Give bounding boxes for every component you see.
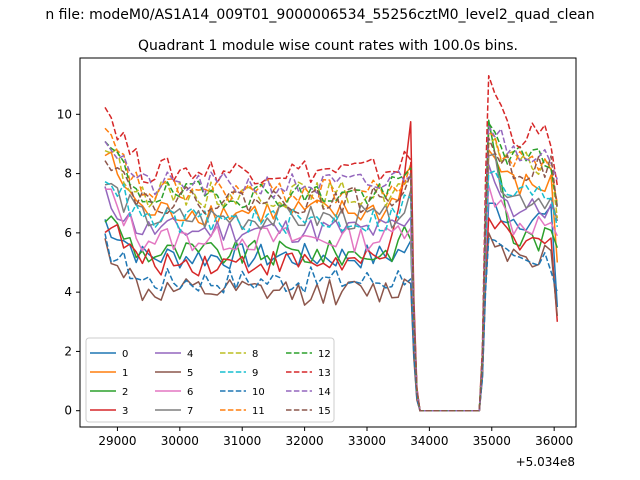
x-tick-label: 31000 — [223, 434, 261, 448]
series-line-6 — [104, 184, 558, 412]
chart-title: Quadrant 1 module wise count rates with … — [138, 38, 518, 54]
legend-label: 9 — [252, 368, 258, 379]
x-axis: 29000 30000 31000 32000 33000 34000 35000 36000 — [98, 427, 573, 448]
legend-label: 5 — [187, 368, 193, 379]
series-line-10 — [104, 233, 559, 412]
series-line-14 — [104, 125, 558, 412]
legend-label: 11 — [252, 406, 265, 417]
legend-label: 7 — [187, 406, 193, 417]
x-tick-label: 35000 — [473, 434, 511, 448]
y-tick-label: 0 — [64, 404, 72, 418]
x-offset-label: +5.034e8 — [516, 455, 575, 469]
legend-label: 14 — [318, 387, 331, 398]
y-tick-label: 2 — [64, 344, 72, 358]
legend-label: 13 — [318, 368, 331, 379]
x-tick-label: 32000 — [286, 434, 324, 448]
plot-frame — [79, 57, 577, 428]
legend-label: 8 — [252, 349, 258, 360]
legend-label: 0 — [122, 349, 128, 360]
series-line-3 — [104, 121, 559, 412]
x-tick-label: 36000 — [535, 434, 573, 448]
x-tick-label: 33000 — [348, 434, 386, 448]
figure-suptitle: n file: modeM0/AS1A14_009T01_9000006534_… — [45, 7, 594, 23]
legend-label: 15 — [318, 406, 331, 417]
series-line-13 — [104, 75, 559, 412]
x-tick-label: 34000 — [410, 434, 448, 448]
series-line-11 — [104, 127, 559, 412]
series-line-0 — [104, 202, 559, 412]
legend-label: 4 — [187, 349, 193, 360]
legend-label: 2 — [122, 387, 128, 398]
legend-label: 12 — [318, 349, 331, 360]
legend-label: 1 — [122, 368, 128, 379]
y-tick-label: 4 — [64, 285, 72, 299]
legend-frame — [85, 337, 335, 423]
series-line-15 — [104, 137, 559, 412]
series-line-9 — [104, 170, 559, 412]
legend-label: 6 — [187, 387, 193, 398]
y-tick-label: 8 — [64, 167, 72, 181]
y-tick-label: 6 — [64, 226, 72, 240]
y-tick-label: 10 — [57, 107, 72, 121]
series-group — [104, 75, 559, 412]
x-tick-label: 29000 — [98, 434, 136, 448]
y-axis: 0 2 4 6 8 10 — [57, 107, 80, 418]
legend-label: 10 — [252, 387, 265, 398]
legend-label: 3 — [122, 406, 128, 417]
x-tick-label: 30000 — [161, 434, 199, 448]
